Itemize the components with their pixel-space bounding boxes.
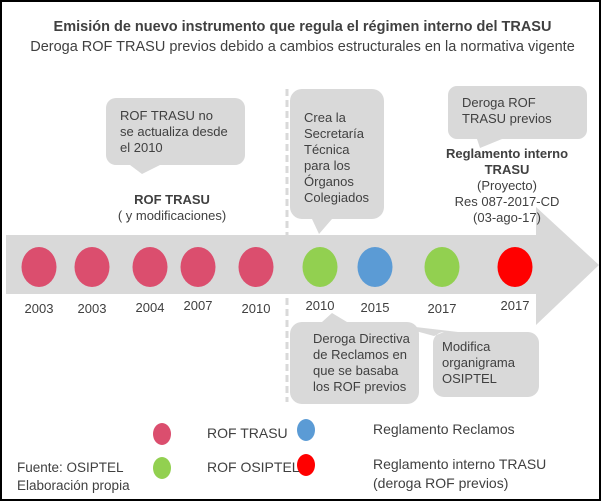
legend-label: Reglamento interno TRASU (deroga ROF pre…	[373, 456, 547, 491]
reglamento-label: Reglamento interno TRASU	[445, 146, 569, 177]
legend-marker	[153, 457, 171, 479]
legend-label: ROF OSIPTEL	[207, 459, 300, 475]
event-year: 2004	[135, 300, 165, 315]
event-marker-rof-osiptel	[302, 247, 338, 287]
event-year: 2017	[500, 298, 530, 313]
event-year: 2007	[183, 298, 213, 313]
event-marker-rof-trasu	[180, 247, 216, 287]
callout-bubble	[106, 98, 245, 174]
diagram-subtitle: Deroga ROF TRASU previos debido a cambio…	[30, 39, 575, 55]
callout-bubble	[290, 313, 419, 404]
rof-trasu-sublabel: ( y modificaciones)	[117, 208, 227, 223]
legend-marker	[297, 454, 315, 476]
event-year: 2003	[24, 301, 54, 316]
reglamento-sublabel: (Proyecto) Res 087-2017-CD (03-ago-17)	[454, 178, 560, 225]
event-marker-reglamento-reclamos	[357, 247, 393, 287]
timeline-arrow	[6, 207, 599, 325]
event-year: 2017	[427, 301, 457, 316]
event-year: 2010	[305, 298, 335, 313]
rof-trasu-label: ROF TRASU	[134, 192, 210, 207]
callout-text: ROF TRASU no se actualiza desde el 2010	[120, 108, 228, 155]
legend-marker	[153, 423, 171, 445]
source-note: Fuente: OSIPTEL Elaboración propia	[17, 460, 130, 493]
callout-bubble	[290, 89, 384, 234]
callout-text: Crea la Secretaría Técnica para los Órga…	[304, 110, 370, 205]
callout-text: Modifica organigrama OSIPTEL	[442, 339, 515, 386]
legend-label: Reglamento Reclamos	[373, 421, 515, 437]
legend-marker	[297, 419, 315, 441]
callout-text: Deroga Directiva de Reclamos en que se b…	[313, 331, 410, 394]
event-marker-rof-trasu	[21, 247, 57, 287]
event-marker-rof-trasu	[238, 247, 274, 287]
callout-text: Deroga ROF TRASU previos	[462, 95, 552, 126]
event-year: 2003	[77, 301, 107, 316]
event-marker-rof-trasu	[74, 247, 110, 287]
callout-bubble	[448, 86, 587, 148]
event-marker-rof-trasu	[132, 247, 168, 287]
event-year: 2010	[241, 301, 271, 316]
diagram-title: Emisión de nuevo instrumento que regula …	[53, 19, 552, 35]
legend-label: ROF TRASU	[207, 425, 288, 441]
callout-bubble	[390, 324, 539, 397]
event-year: 2015	[360, 300, 390, 315]
event-marker-rof-osiptel	[424, 247, 460, 287]
event-marker-reglamento-interno	[497, 247, 533, 287]
